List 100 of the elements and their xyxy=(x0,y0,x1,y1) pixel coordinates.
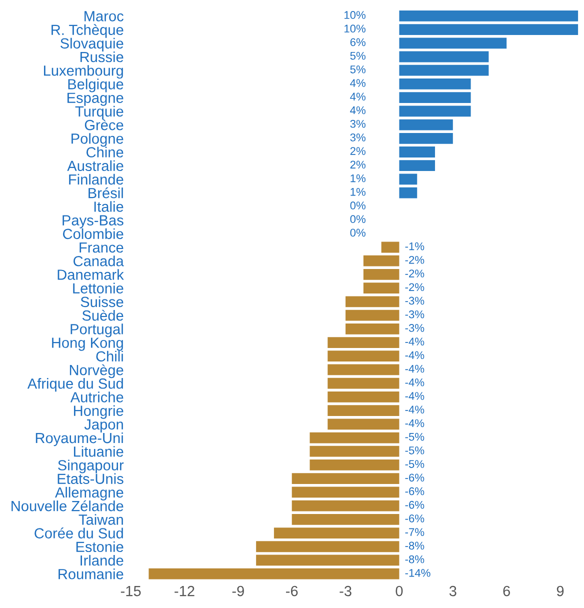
bar xyxy=(399,119,453,130)
x-tick-label: -15 xyxy=(120,586,141,596)
y-tick-label: Luxembourg xyxy=(44,65,123,79)
data-label: -4% xyxy=(405,419,424,428)
data-label: -5% xyxy=(405,446,424,454)
x-tick-label: -9 xyxy=(232,586,244,596)
y-tick-label: Belgique xyxy=(68,78,124,92)
x-tick-label: 9 xyxy=(556,586,564,596)
y-tick-label: Russie xyxy=(80,51,124,62)
y-tick-label: Singapour xyxy=(58,460,124,474)
data-label: -4% xyxy=(405,338,424,346)
data-label: -4% xyxy=(405,406,424,414)
x-tick-label: -12 xyxy=(174,586,194,596)
bar xyxy=(399,64,489,76)
y-tick-label: Corée du Sud xyxy=(34,528,123,538)
data-label: -7% xyxy=(405,528,424,536)
data-label: -1% xyxy=(405,242,424,250)
y-tick-label: Lituanie xyxy=(74,446,124,457)
bar xyxy=(399,106,471,117)
data-label: 5% xyxy=(350,66,366,74)
bar xyxy=(328,350,400,362)
x-tick-label: 0 xyxy=(396,586,403,596)
bar xyxy=(399,187,418,198)
bar xyxy=(399,10,578,22)
data-label: 3% xyxy=(350,120,366,128)
bar xyxy=(328,418,400,430)
data-label: 2% xyxy=(350,160,366,169)
bar xyxy=(310,432,400,444)
bar xyxy=(148,568,400,580)
y-tick-label: Allemagne xyxy=(54,486,124,500)
y-tick-label: Suède xyxy=(82,310,124,321)
y-tick-label: Canada xyxy=(74,256,124,266)
data-label: 3% xyxy=(350,134,366,142)
bar xyxy=(399,92,471,104)
y-tick-label: Etats-Unis xyxy=(58,473,124,484)
bar xyxy=(274,528,400,538)
y-tick-label: Japon xyxy=(84,419,123,432)
data-label: -4% xyxy=(405,392,424,400)
data-label: 6% xyxy=(350,38,366,46)
y-tick-label: Pologne xyxy=(72,133,124,147)
x-tick-label: -6 xyxy=(286,586,298,596)
bar xyxy=(363,282,400,294)
y-tick-label: France xyxy=(80,242,124,253)
data-label: -3% xyxy=(405,296,424,305)
y-tick-label: Chili xyxy=(96,350,123,362)
bar xyxy=(256,541,400,552)
y-tick-label: Maroc xyxy=(84,11,124,22)
bar xyxy=(399,174,418,185)
bar xyxy=(310,460,400,470)
data-label: -5% xyxy=(405,460,424,468)
bar xyxy=(346,323,400,334)
bar xyxy=(292,473,400,484)
data-label: -5% xyxy=(405,432,424,441)
y-tick-label: Afrique du Sud xyxy=(27,378,123,392)
data-label: 0% xyxy=(350,215,366,224)
data-label: -6% xyxy=(405,514,424,522)
data-label: -8% xyxy=(405,542,424,550)
y-tick-label: Suisse xyxy=(80,296,124,308)
y-tick-label: Estonie xyxy=(76,541,124,552)
data-label: -4% xyxy=(405,378,424,386)
data-label: -6% xyxy=(405,487,424,496)
y-tick-label: Taiwan xyxy=(78,514,123,525)
bar xyxy=(328,391,400,402)
bar xyxy=(292,514,400,525)
data-label: -3% xyxy=(405,310,424,318)
bar xyxy=(310,446,400,457)
bar xyxy=(399,51,489,62)
y-tick-label: Chine xyxy=(86,146,124,158)
y-tick-label: Slovaquie xyxy=(60,38,124,52)
y-tick-label: Nouvelle Zélande xyxy=(12,500,124,512)
data-label: 10% xyxy=(344,11,366,19)
y-tick-label: Italie xyxy=(94,201,124,212)
bar xyxy=(399,146,436,158)
data-label: 2% xyxy=(350,147,366,155)
bar xyxy=(346,296,400,308)
data-label: 5% xyxy=(350,52,366,60)
data-label: -6% xyxy=(405,474,424,482)
data-label: 4% xyxy=(350,79,366,87)
y-tick-label: Lettonie xyxy=(73,282,124,294)
y-tick-label: Finlande xyxy=(69,174,124,185)
bar xyxy=(399,160,436,172)
y-tick-label: Roumanie xyxy=(58,568,124,580)
data-label: -3% xyxy=(405,324,424,332)
y-tick-label: Turquie xyxy=(75,106,124,120)
bar xyxy=(363,255,400,266)
bar xyxy=(399,24,578,35)
x-tick-label: 6 xyxy=(503,586,510,596)
data-label: -14% xyxy=(405,569,430,577)
x-tick-label: -3 xyxy=(340,586,352,596)
y-tick-label: Brésil xyxy=(88,187,123,198)
data-label: -8% xyxy=(405,555,424,564)
bar xyxy=(328,337,400,348)
bar xyxy=(399,132,453,144)
data-label: 0% xyxy=(350,202,366,210)
bar xyxy=(399,78,471,90)
data-label: 4% xyxy=(350,92,366,101)
bar xyxy=(256,554,400,566)
y-tick-label: Hong Kong xyxy=(52,338,123,351)
y-tick-label: Pays-Bas xyxy=(62,215,124,228)
x-tick-label: 3 xyxy=(449,586,456,596)
